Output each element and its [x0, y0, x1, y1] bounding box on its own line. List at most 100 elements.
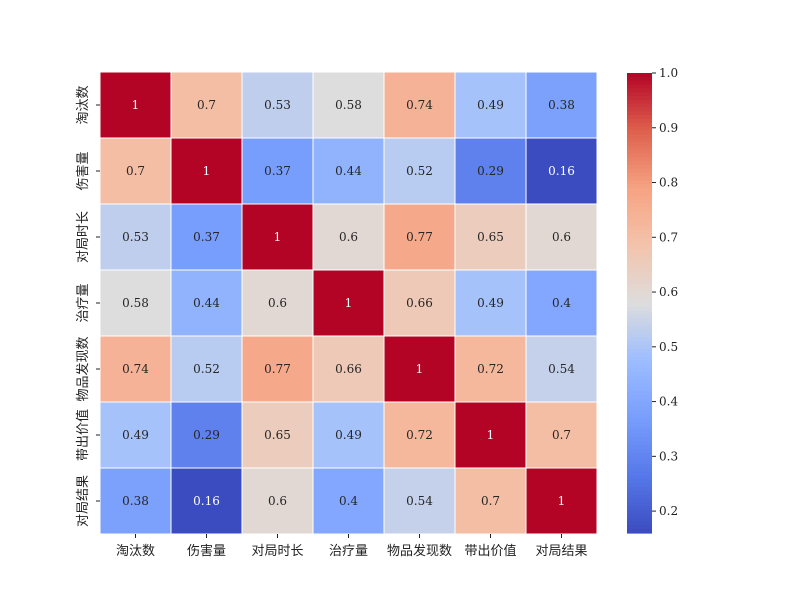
cell-value-label: 0.29 [193, 428, 220, 442]
colorbar-segment [627, 490, 652, 496]
heatmap-cell [525, 401, 598, 469]
colorbar-segment [627, 280, 652, 285]
cell-value-label: 0.38 [122, 494, 149, 508]
cell-value-label: 0.49 [477, 296, 504, 310]
colorbar-segment [627, 467, 652, 473]
cell-value-label: 0.74 [122, 362, 149, 376]
y-tick-label: 对局时长 [76, 211, 91, 263]
heatmap-cell [241, 467, 314, 535]
colorbar-segment [627, 92, 652, 97]
cell-value-label: 0.7 [197, 98, 216, 112]
colorbar-segment [627, 165, 652, 170]
cell-value-label: 1 [345, 296, 353, 310]
colorbar-segment [627, 510, 652, 515]
colorbar-segment [627, 268, 652, 273]
colorbar-segment [627, 521, 652, 526]
colorbar-segment [627, 168, 652, 174]
cell-value-label: 0.65 [477, 230, 504, 244]
colorbar-segment [627, 211, 652, 216]
heatmap-cell [383, 137, 456, 205]
colorbar: 0.2 0.3 0.4 0.5 0.6 0.7 0.8 0.9 1.0 [627, 66, 678, 534]
cell-value-label: 0.65 [264, 428, 291, 442]
colorbar-segment [627, 287, 652, 293]
heatmap-cell [312, 401, 385, 469]
heatmap-cell [170, 269, 243, 337]
heatmap-cell [454, 269, 527, 337]
colorbar-segment [627, 264, 652, 270]
colorbar-tick-label: 0.9 [659, 121, 678, 135]
cell-value-label: 0.77 [406, 230, 433, 244]
colorbar-segment [627, 230, 652, 235]
cell-value-label: 0.52 [406, 164, 433, 178]
colorbar-segment [627, 402, 652, 408]
cell-value-label: 0.58 [335, 98, 362, 112]
x-tick-label: 带出价值 [464, 543, 516, 559]
colorbar-segment [627, 214, 652, 220]
cell-value-label: 0.7 [126, 164, 145, 178]
cell-value-label: 0.72 [406, 428, 433, 442]
colorbar-segment [627, 345, 652, 350]
cell-value-label: 0.6 [552, 230, 571, 244]
heatmap-cell [525, 269, 598, 337]
heatmap-cell [454, 71, 527, 139]
colorbar-segment [627, 318, 652, 323]
cell-value-label: 0.6 [339, 230, 358, 244]
heatmap-cell [241, 203, 314, 271]
colorbar-segment [627, 257, 652, 262]
colorbar-segment [627, 356, 652, 362]
cell-value-label: 0.7 [552, 428, 571, 442]
colorbar-segment [627, 372, 652, 377]
cell-value-label: 0.37 [193, 230, 220, 244]
colorbar-segment [627, 425, 652, 431]
colorbar-segment [627, 513, 652, 519]
heatmap-cells: 1 0.7 0.53 0.58 0.74 0.49 0.38 0.7 1 0.37 0.44 0.52… [99, 71, 598, 535]
colorbar-segment [627, 172, 652, 178]
heatmap-cell [454, 203, 527, 271]
cell-value-label: 0.44 [193, 296, 220, 310]
colorbar-segment [627, 303, 652, 308]
colorbar-segment [627, 249, 652, 254]
colorbar-segment [627, 153, 652, 158]
colorbar-segment [627, 126, 652, 132]
colorbar-segment [627, 73, 652, 78]
colorbar-segment [627, 341, 652, 346]
cell-value-label: 0.49 [335, 428, 362, 442]
colorbar-segment [627, 421, 652, 427]
colorbar-segment [627, 84, 652, 89]
colorbar-segment [627, 161, 652, 166]
colorbar-segment [627, 375, 652, 381]
cell-value-label: 0.52 [193, 362, 220, 376]
colorbar-segment [627, 188, 652, 193]
colorbar-segment [627, 276, 652, 281]
heatmap-cell [170, 401, 243, 469]
colorbar-segment [627, 115, 652, 120]
cell-value-label: 0.49 [477, 98, 504, 112]
heatmap-cell [525, 467, 598, 535]
cell-value-label: 0.66 [406, 296, 433, 310]
colorbar-tick-label: 0.7 [659, 230, 678, 244]
colorbar-tick-label: 0.2 [659, 504, 678, 518]
heatmap-cell [241, 335, 314, 403]
y-tick-label: 伤害量 [75, 151, 91, 190]
colorbar-segment [627, 245, 652, 250]
cell-value-label: 1 [558, 494, 566, 508]
colorbar-segment [627, 479, 652, 484]
heatmap-cell [312, 203, 385, 271]
y-tick-label: 对局结果 [76, 475, 91, 527]
colorbar-segment [627, 96, 652, 101]
heatmap-cell [525, 137, 598, 205]
heatmap-cell [99, 269, 172, 337]
colorbar-segment [627, 234, 652, 239]
y-tick-label: 淘汰数 [76, 85, 91, 124]
colorbar-tick-label: 0.6 [659, 285, 678, 299]
colorbar-segment [627, 502, 652, 507]
colorbar-tick-label: 0.4 [659, 395, 678, 409]
cell-value-label: 1 [274, 230, 282, 244]
colorbar-segment [627, 76, 652, 82]
cell-value-label: 0.53 [122, 230, 149, 244]
colorbar-tick-label: 0.3 [659, 449, 678, 463]
cell-value-label: 1 [487, 428, 495, 442]
heatmap-cell [241, 71, 314, 139]
heatmap-cell [454, 467, 527, 535]
colorbar-segment [627, 149, 652, 155]
